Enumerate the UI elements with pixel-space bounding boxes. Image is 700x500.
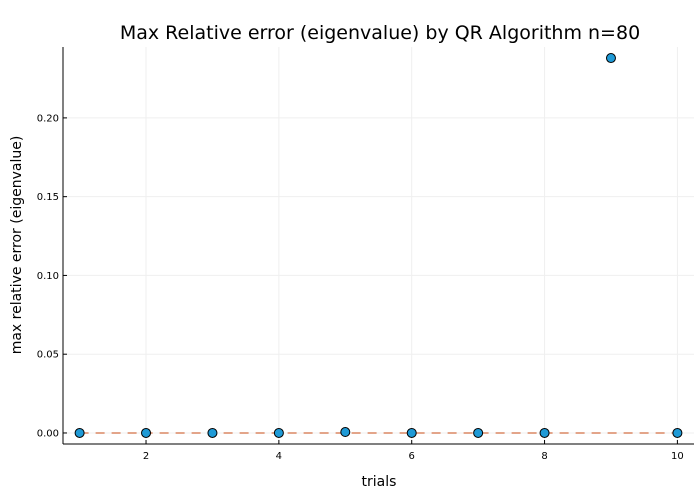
y-tick-label-0: 0.00	[37, 428, 59, 439]
scatter-point-4	[273, 427, 284, 438]
x-tick-label-0: 2	[143, 451, 149, 462]
x-tick-label-2: 6	[409, 451, 415, 462]
scatter-point-2	[141, 427, 152, 438]
y-tick-label-4: 0.20	[37, 113, 59, 124]
x-axis-label: trials	[362, 474, 397, 490]
scatter-point-1	[74, 427, 85, 438]
y-tick-label-2: 0.10	[37, 271, 59, 282]
scatter-point-8	[539, 427, 550, 438]
scatter-point-5	[340, 427, 351, 438]
scatter-point-9	[605, 53, 616, 64]
x-tick-label-3: 8	[541, 451, 547, 462]
ticks-layer: 2 4 6 8 10 0.00 0.05 0.10 0.15 0.20	[37, 113, 684, 462]
scatter-point-3	[207, 427, 218, 438]
axes-layer	[62, 47, 694, 445]
x-tick-label-1: 4	[276, 451, 282, 462]
y-tick-label-3: 0.15	[37, 192, 59, 203]
x-tick-label-4: 10	[671, 451, 684, 462]
chart-title: Max Relative error (eigenvalue) by QR Al…	[120, 22, 640, 44]
scatter-point-7	[473, 427, 484, 438]
y-tick-label-1: 0.05	[37, 350, 59, 361]
scatter-point-10	[672, 427, 683, 438]
series-layer	[74, 53, 683, 438]
y-axis-label: max relative error (eigenvalue)	[9, 136, 25, 355]
scatter-point-6	[406, 427, 417, 438]
